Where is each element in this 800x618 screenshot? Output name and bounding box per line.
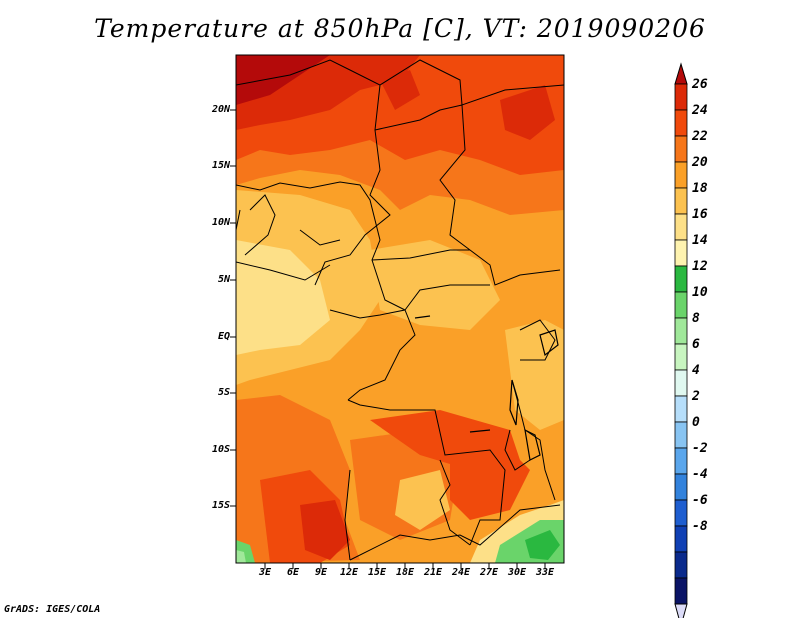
colorbar-segment — [674, 369, 688, 397]
colorbar-label: 2 — [692, 389, 700, 404]
lon-label: 15E — [367, 567, 387, 578]
colorbar-segment — [674, 551, 688, 579]
lon-label: 27E — [479, 567, 499, 578]
lon-label: 24E — [451, 567, 471, 578]
axis-ticks — [230, 109, 546, 569]
colorbar-label: 24 — [692, 103, 708, 118]
lon-label: 30E — [507, 567, 527, 578]
colorbar-label: 6 — [692, 337, 700, 352]
colorbar-segment — [674, 525, 688, 553]
colorbar-label: -8 — [692, 519, 708, 534]
colorbar-segment — [674, 317, 688, 345]
country-borders — [236, 59, 564, 561]
lat-label: 10N — [211, 217, 230, 228]
colorbar-label: -6 — [692, 493, 708, 508]
lat-label: 5S — [217, 387, 230, 398]
lon-label: 3E — [258, 567, 272, 578]
temperature-field — [236, 55, 564, 563]
lat-label: 15N — [211, 160, 230, 171]
colorbar-segment — [674, 499, 688, 527]
lakes — [414, 315, 559, 461]
lon-label: 9E — [314, 567, 328, 578]
colorbar-segment — [674, 421, 688, 449]
colorbar-label: 20 — [692, 155, 708, 170]
colorbar-label: 18 — [692, 181, 708, 196]
colorbar-segment — [674, 109, 688, 137]
colorbar-segment — [674, 343, 688, 371]
colorbar-segment — [674, 473, 688, 501]
colorbar-label: 4 — [692, 363, 700, 378]
colorbar-segment — [674, 291, 688, 319]
lat-label: EQ — [217, 331, 230, 342]
colorbar-bottom-arrow — [674, 603, 688, 618]
lat-label: 5N — [217, 274, 230, 285]
lon-label: 18E — [395, 567, 415, 578]
colorbar-label: 26 — [692, 77, 708, 92]
lon-label: 21E — [423, 567, 443, 578]
colorbar-label: 10 — [692, 285, 708, 300]
colorbar-segment — [674, 239, 688, 267]
colorbar — [674, 62, 688, 618]
colorbar-segment — [674, 83, 688, 111]
lon-label: 12E — [339, 567, 359, 578]
lat-label: 15S — [211, 500, 230, 511]
colorbar-segment — [674, 577, 688, 605]
colorbar-segment — [674, 265, 688, 293]
colorbar-label: 16 — [692, 207, 708, 222]
colorbar-segment — [674, 187, 688, 215]
colorbar-label: 22 — [692, 129, 708, 144]
chart-title: Temperature at 850hPa [C], VT: 201909020… — [94, 14, 706, 43]
map-frame — [235, 54, 565, 564]
colorbar-label: 8 — [692, 311, 700, 326]
colorbar-segment — [674, 213, 688, 241]
colorbar-top-arrow — [674, 62, 688, 85]
colorbar-segment — [674, 135, 688, 163]
lon-label: 33E — [535, 567, 555, 578]
colorbar-label: -4 — [692, 467, 708, 482]
colorbar-segment — [674, 395, 688, 423]
colorbar-segment — [674, 447, 688, 475]
lat-label: 20N — [211, 104, 230, 115]
lon-label: 6E — [286, 567, 300, 578]
colorbar-segment — [674, 161, 688, 189]
lat-label: 10S — [211, 444, 230, 455]
credit-text: GrADS: IGES/COLA — [4, 604, 101, 615]
colorbar-label: 0 — [692, 415, 700, 430]
colorbar-label: 12 — [692, 259, 708, 274]
colorbar-label: -2 — [692, 441, 708, 456]
colorbar-label: 14 — [692, 233, 708, 248]
